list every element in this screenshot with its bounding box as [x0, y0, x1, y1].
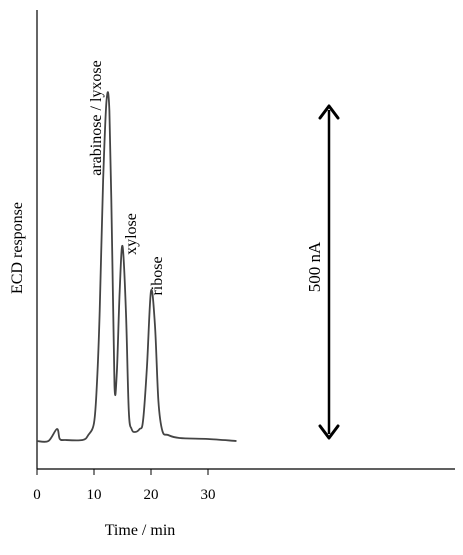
- x-axis-title: Time / min: [105, 522, 176, 539]
- y-axis-title: ECD response: [9, 202, 26, 294]
- x-tick-label-3: 30: [201, 487, 216, 503]
- axes: [36, 10, 455, 470]
- x-tick-label-1: 10: [87, 487, 102, 503]
- peak-label-2: ribose: [149, 256, 166, 295]
- peak-label-1: xylose: [123, 213, 140, 255]
- x-tick-label-0: 0: [33, 487, 41, 503]
- scale-bar-bottom-arrow: [318, 424, 340, 440]
- peak-label-0: arabinose / lyxose: [88, 60, 105, 176]
- scale-bar-label: 500 nA: [305, 241, 324, 292]
- scale-bar: 500 nA: [305, 104, 340, 440]
- chromatogram-trace: [36, 91, 237, 443]
- peak-labels: arabinose / lyxose xylose ribose: [88, 60, 166, 295]
- x-tick-label-2: 20: [144, 487, 159, 503]
- x-ticks: 0 10 20 30: [33, 469, 216, 503]
- scale-bar-top-arrow: [318, 104, 340, 120]
